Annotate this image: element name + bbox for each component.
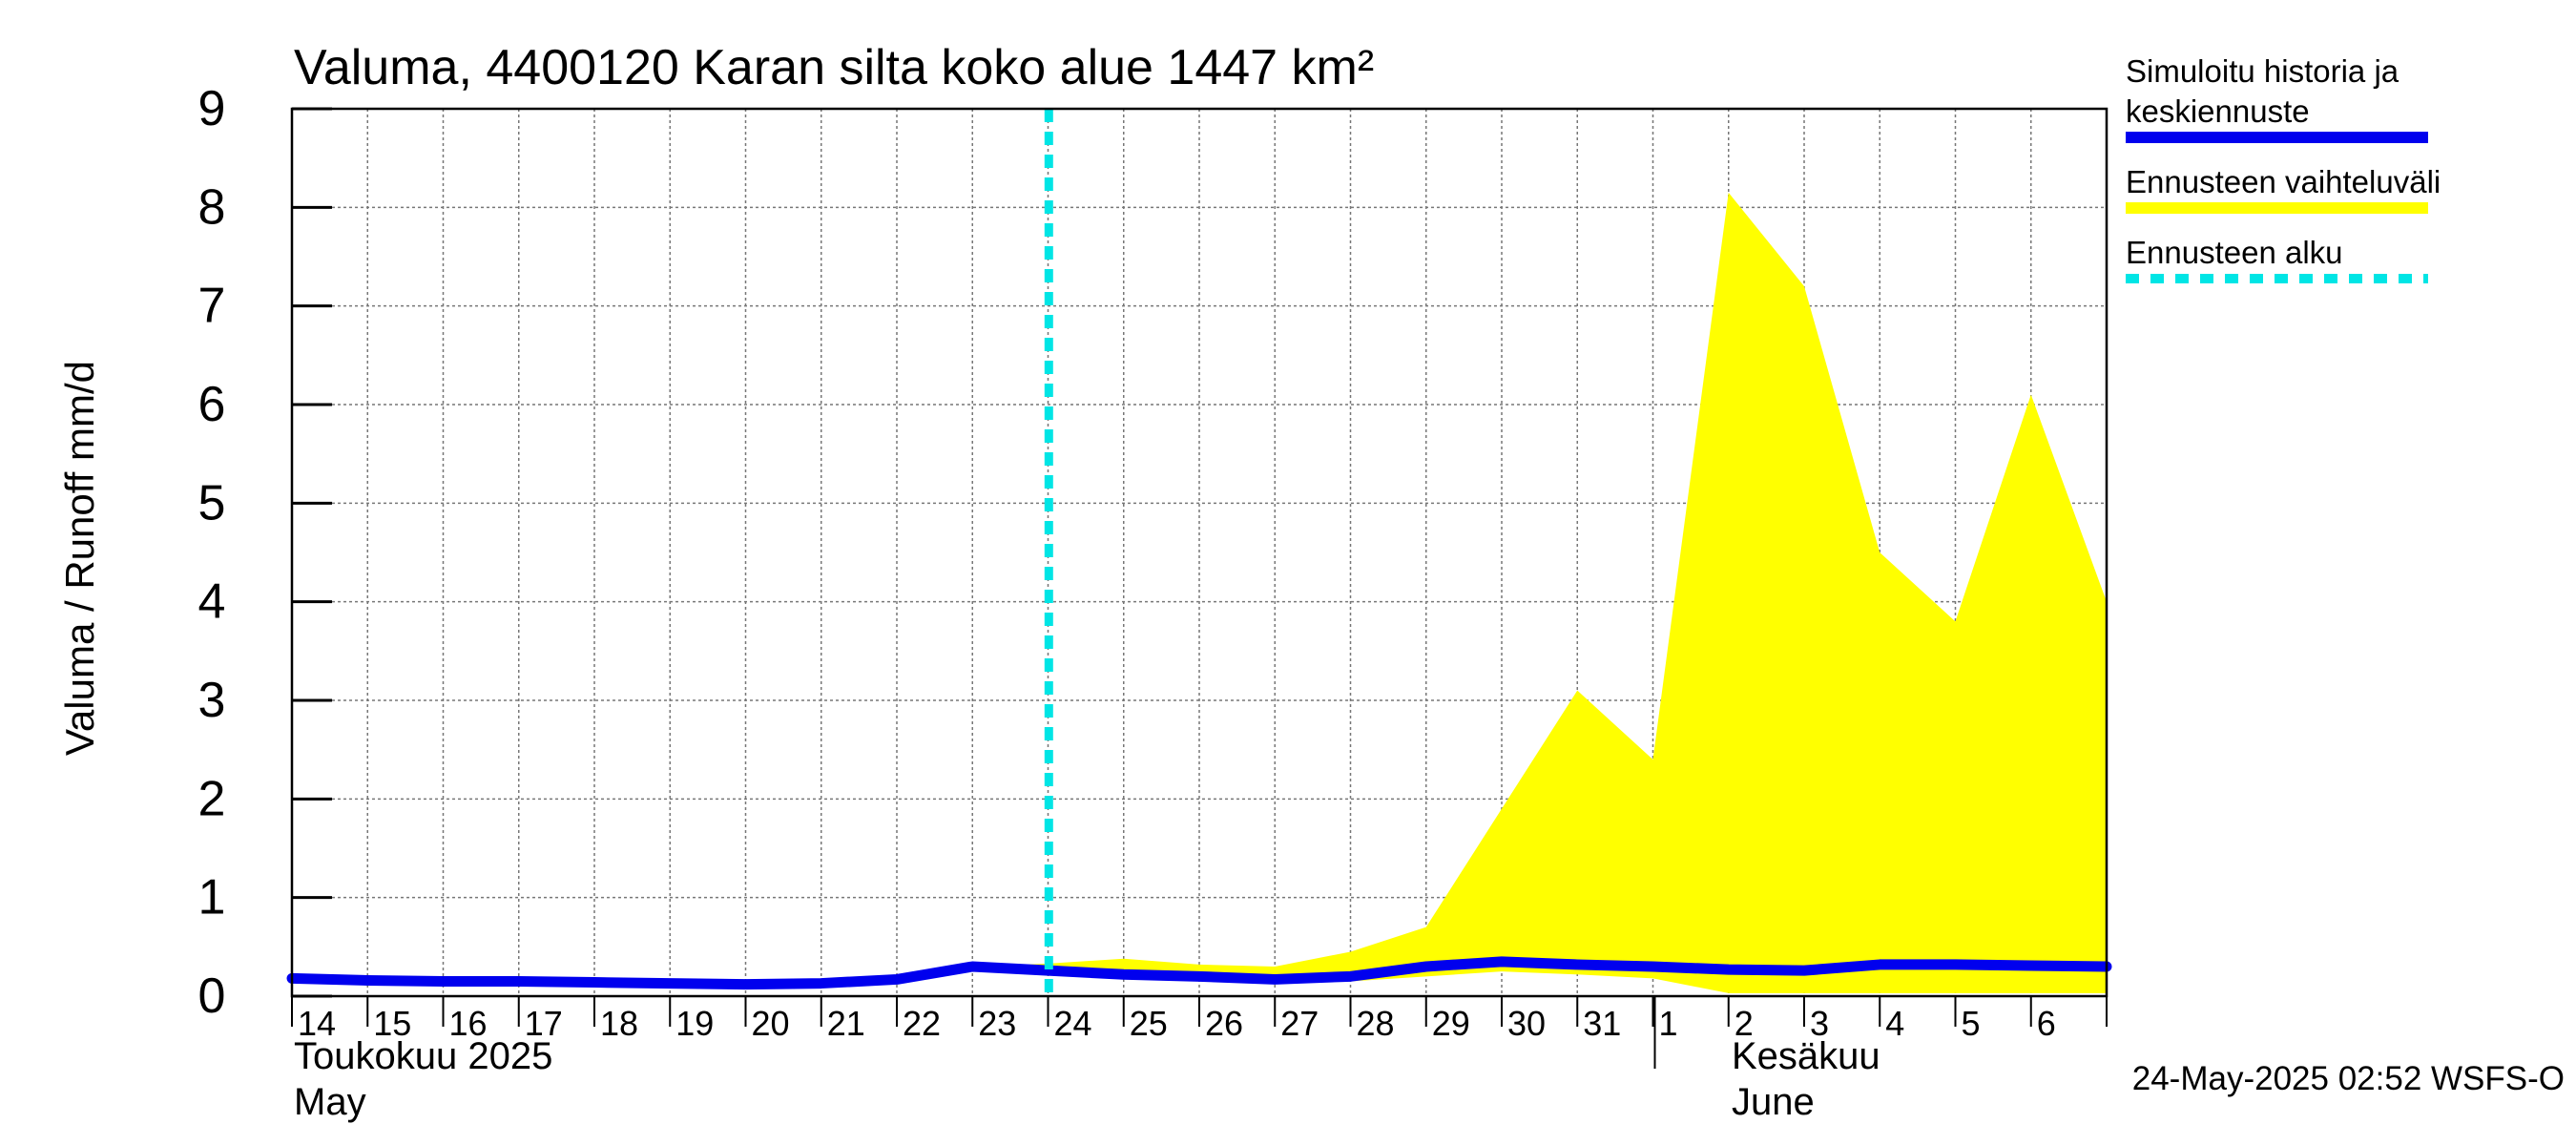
x-tick-label: 29: [1432, 1004, 1470, 1043]
legend: Simuloitu historia ja keskiennuste Ennus…: [2126, 53, 2441, 283]
chart-title: Valuma, 4400120 Karan silta koko alue 14…: [294, 40, 1374, 95]
x-tick-label: 26: [1205, 1004, 1243, 1043]
x-tick-label: 30: [1507, 1004, 1546, 1043]
y-tick-label: 4: [198, 574, 226, 630]
y-tick-labels: 0 1 2 3 4 5 6 7 8 9: [198, 81, 226, 1024]
x-tick-label: 14: [298, 1004, 336, 1043]
x-tick-label: 16: [449, 1004, 488, 1043]
x-tick-label: 18: [600, 1004, 638, 1043]
footer-timestamp: 24-May-2025 02:52 WSFS-O: [2132, 1060, 2565, 1097]
y-tick-label: 1: [198, 870, 226, 926]
y-tick-label: 6: [198, 377, 226, 432]
x-tick-label: 5: [1962, 1004, 1981, 1043]
y-tick-label: 9: [198, 81, 226, 136]
forecast-range-band: [972, 192, 2107, 993]
x-tick-label: 23: [978, 1004, 1016, 1043]
simulated-runoff-line: [286, 956, 2112, 990]
x-tick-label: 6: [2037, 1004, 2056, 1043]
forecast-band-layer: [972, 192, 2107, 993]
x-tick-label: 2: [1735, 1004, 1754, 1043]
x-tick-label: 20: [752, 1004, 790, 1043]
legend-label-simulated-line1: Simuloitu historia ja: [2126, 53, 2399, 89]
legend-label-simulated-line2: keskiennuste: [2126, 94, 2310, 129]
month-label-june-fi: Kesäkuu: [1732, 1035, 1880, 1077]
y-tick-label: 8: [198, 179, 226, 235]
y-tick-label: 7: [198, 279, 226, 334]
x-tick-label: 22: [903, 1004, 941, 1043]
month-label-may-fi: Toukokuu 2025: [294, 1035, 552, 1077]
x-tick-label: 4: [1885, 1004, 1904, 1043]
legend-label-range: Ennusteen vaihteluväli: [2126, 164, 2441, 199]
y-tick-label: 2: [198, 771, 226, 826]
x-tick-label: 27: [1280, 1004, 1319, 1043]
x-tick-label: 3: [1810, 1004, 1829, 1043]
x-tick-label: 28: [1357, 1004, 1395, 1043]
month-label-may-en: May: [294, 1081, 366, 1123]
y-tick-label: 5: [198, 475, 226, 531]
y-tick-label: 0: [198, 968, 226, 1024]
x-tick-label: 17: [525, 1004, 563, 1043]
y-tick-label: 3: [198, 673, 226, 728]
x-tick-label: 31: [1583, 1004, 1621, 1043]
x-tick-label: 21: [827, 1004, 865, 1043]
x-tick-label: 15: [373, 1004, 411, 1043]
axes-layer: [290, 107, 2109, 1069]
x-tick-label: 1: [1659, 1004, 1678, 1043]
x-tick-labels: 14 15 16 17 18 19 20 21 22 23 24 25 26 27 28 29 30 31 1 2 3 4…: [298, 1004, 2056, 1043]
month-label-june-en: June: [1732, 1081, 1815, 1123]
x-tick-label: 19: [675, 1004, 714, 1043]
x-tick-label: 25: [1130, 1004, 1168, 1043]
legend-label-forecast-start: Ennusteen alku: [2126, 235, 2343, 270]
x-tick-label: 24: [1054, 1004, 1092, 1043]
y-axis-label: Valuma / Runoff mm/d: [57, 361, 102, 756]
series-line-layer: [286, 109, 2112, 996]
